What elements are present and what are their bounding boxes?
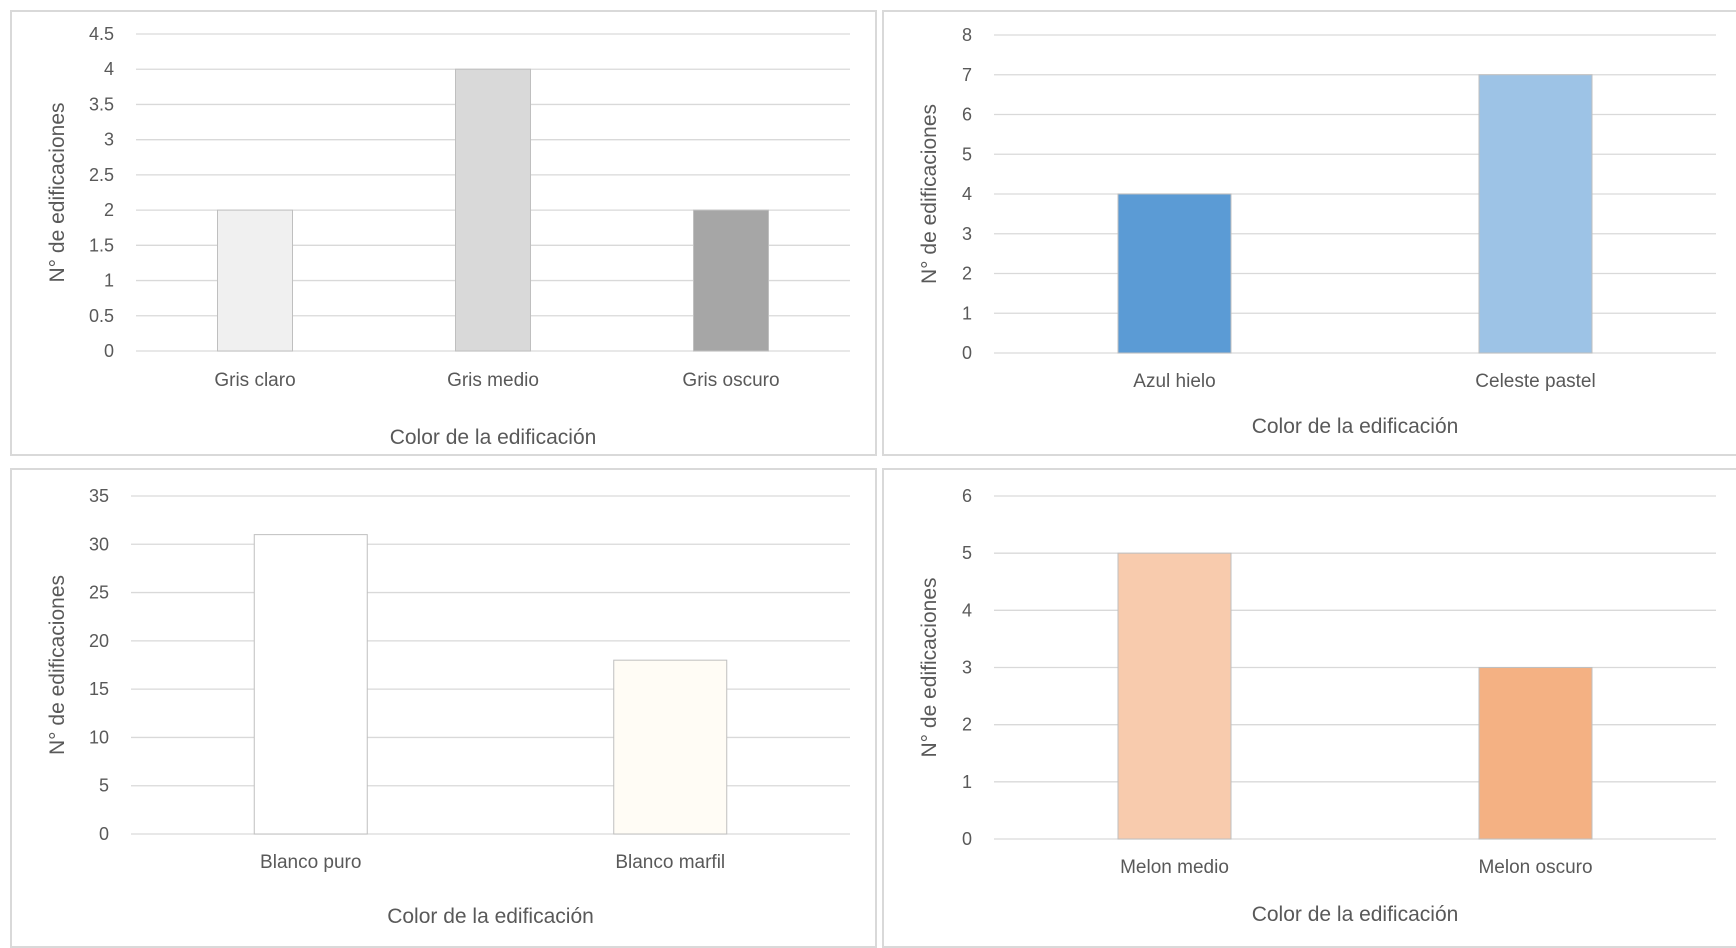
bar — [1117, 193, 1232, 354]
x-axis-label: Color de la edificación — [387, 905, 594, 928]
y-tick-label: 2 — [962, 715, 972, 735]
y-tick-label: 4.5 — [89, 24, 114, 44]
y-axis-label: N° de edificaciones — [918, 578, 941, 758]
chart-gris-svg: 0 0.5 1 1.5 2 2.5 3 3.5 4 4.5 Gris claro Gris medio… — [46, 24, 850, 449]
y-tick-label: 2 — [104, 200, 114, 220]
y-tick-label: 5 — [99, 776, 109, 796]
bar — [253, 534, 368, 835]
y-tick-label: 2.5 — [89, 165, 114, 185]
y-tick-label: 0 — [962, 829, 972, 849]
category-label: Azul hielo — [1133, 371, 1215, 392]
category-label: Melon oscuro — [1478, 857, 1592, 878]
y-axis-label: N° de edificaciones — [918, 104, 941, 284]
y-tick-label: 0 — [99, 824, 109, 844]
category-label: Blanco marfil — [615, 852, 725, 873]
y-tick-label: 5 — [962, 543, 972, 563]
bar — [613, 659, 728, 835]
y-tick-label: 6 — [962, 486, 972, 506]
y-tick-label: 0 — [104, 341, 114, 361]
y-tick-label: 35 — [89, 486, 109, 506]
chart-panel-blanco: 0 5 10 15 20 25 30 35 Blanco puro Blanco marfil Co… — [10, 468, 877, 948]
y-tick-label: 30 — [89, 534, 109, 554]
x-axis-label: Color de la edificación — [1252, 415, 1459, 438]
y-tick-label: 7 — [962, 65, 972, 85]
y-tick-label: 1 — [962, 772, 972, 792]
y-tick-label: 1 — [104, 271, 114, 291]
category-label: Gris medio — [447, 370, 539, 391]
y-tick-label: 3 — [962, 658, 972, 678]
x-axis-label: Color de la edificación — [1252, 903, 1459, 926]
y-tick-label: 3.5 — [89, 94, 114, 114]
bar — [1478, 74, 1593, 354]
chart-panel-gris: 0 0.5 1 1.5 2 2.5 3 3.5 4 4.5 Gris claro Gris medio… — [10, 10, 877, 456]
y-tick-label: 20 — [89, 631, 109, 651]
x-axis-label: Color de la edificación — [390, 426, 597, 449]
y-tick-label: 4 — [104, 59, 114, 79]
y-tick-label: 0.5 — [89, 306, 114, 326]
bar — [1478, 667, 1593, 840]
category-label: Celeste pastel — [1475, 371, 1595, 392]
y-tick-label: 1 — [962, 303, 972, 323]
y-tick-label: 4 — [962, 600, 972, 620]
y-tick-label: 15 — [89, 679, 109, 699]
y-tick-label: 3 — [104, 130, 114, 150]
y-axis-label: N° de edificaciones — [46, 575, 69, 755]
y-tick-label: 8 — [962, 25, 972, 45]
chart-panel-melon: 0 1 2 3 4 5 6 Melon medio Melon oscuro Color de l… — [882, 468, 1736, 948]
bar — [693, 209, 769, 352]
y-tick-label: 10 — [89, 727, 109, 747]
bar — [1117, 552, 1232, 840]
bar — [217, 209, 293, 352]
y-tick-label: 4 — [962, 184, 972, 204]
chart-melon-svg: 0 1 2 3 4 5 6 Melon medio Melon oscuro Color de l… — [918, 486, 1716, 926]
bar — [455, 68, 531, 352]
y-tick-label: 6 — [962, 105, 972, 125]
y-tick-label: 25 — [89, 583, 109, 603]
y-tick-label: 2 — [962, 264, 972, 284]
chart-blanco-svg: 0 5 10 15 20 25 30 35 Blanco puro Blanco marfil Co… — [46, 486, 850, 928]
y-tick-label: 1.5 — [89, 235, 114, 255]
category-label: Blanco puro — [260, 852, 361, 873]
y-tick-label: 5 — [962, 144, 972, 164]
y-tick-label: 3 — [962, 224, 972, 244]
y-tick-label: 0 — [962, 343, 972, 363]
category-label: Gris oscuro — [682, 370, 779, 391]
chart-azul-svg: 0 1 2 3 4 5 6 7 8 Azul hielo Celeste pastel Color d… — [918, 25, 1716, 438]
category-label: Gris claro — [214, 370, 295, 391]
y-axis-label: N° de edificaciones — [46, 103, 69, 283]
category-label: Melon medio — [1120, 857, 1229, 878]
chart-panel-azul: 0 1 2 3 4 5 6 7 8 Azul hielo Celeste pastel Color d… — [882, 10, 1736, 456]
